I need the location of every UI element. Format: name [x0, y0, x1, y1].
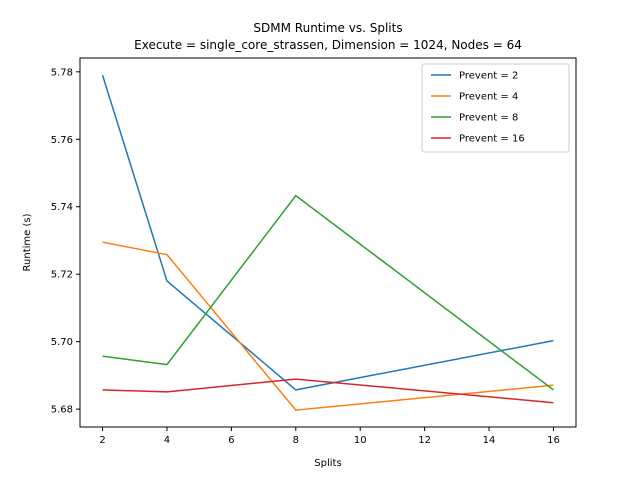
x-tick-label: 10 — [354, 435, 367, 446]
legend-label-4: Prevent = 16 — [459, 134, 525, 145]
y-tick-label: 5.70 — [51, 337, 73, 348]
x-tick-label: 2 — [99, 435, 105, 446]
x-tick-label: 14 — [483, 435, 496, 446]
series-line-1 — [101, 74, 554, 391]
x-tick-label: 16 — [547, 435, 560, 446]
y-tick-label: 5.78 — [51, 67, 73, 78]
y-tick-label: 5.72 — [51, 270, 73, 281]
legend-label-3: Prevent = 8 — [459, 113, 518, 124]
x-axis-label: Splits — [314, 458, 341, 469]
legend-box — [421, 63, 570, 153]
series-line-2 — [102, 241, 554, 411]
y-tick-label: 5.74 — [51, 202, 73, 213]
legend-label-1: Prevent = 2 — [459, 71, 518, 82]
legend-label-2: Prevent = 4 — [459, 92, 518, 103]
series-line-4 — [102, 378, 554, 404]
y-axis-label: Runtime (s) — [22, 213, 33, 271]
x-tick-label: 4 — [164, 435, 170, 446]
legend: Prevent = 2 Prevent = 4 Prevent = 8 Prevent… — [421, 63, 570, 153]
chart-subtitle: Execute = single_core_strassen, Dimensio… — [134, 38, 522, 52]
x-tick-label: 12 — [418, 435, 431, 446]
y-tick-label: 5.68 — [51, 405, 73, 416]
plot-frame — [79, 57, 577, 428]
x-tick-label: 8 — [293, 435, 299, 446]
chart-title: SDMM Runtime vs. Splits — [253, 21, 402, 35]
series-line-3 — [102, 194, 554, 391]
plot-area — [101, 74, 554, 411]
y-tick-label: 5.76 — [51, 135, 73, 146]
x-tick-label: 6 — [228, 435, 234, 446]
